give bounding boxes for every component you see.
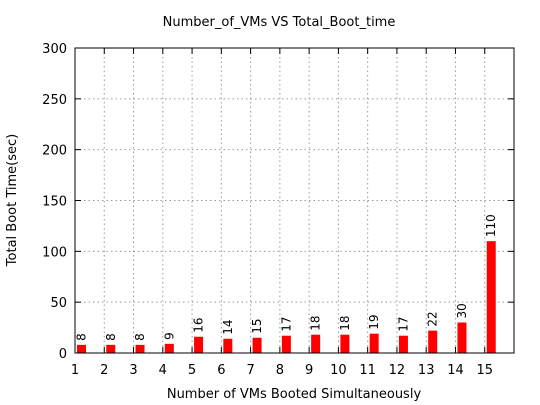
bar-vms-4 (164, 343, 174, 353)
bar-value-label: 18 (309, 315, 323, 330)
bar-value-label: 16 (192, 317, 206, 332)
x-axis-tick-labels: 1 2 3 4 5 6 7 8 9 10 11 12 13 14 15 (71, 363, 493, 378)
y-axis-label: Total Boot Time(sec) (5, 134, 20, 267)
bar-vms-10 (340, 334, 350, 353)
bar-vms-3 (135, 344, 145, 353)
x-tick-label: 2 (100, 363, 108, 378)
bar-value-label: 15 (250, 318, 264, 333)
bar-value-label: 30 (455, 303, 469, 318)
x-tick-label: 7 (246, 363, 254, 378)
chart-title: Number_of_VMs VS Total_Boot_time (163, 15, 396, 30)
bar-value-label: 17 (279, 316, 293, 331)
y-tick-label: 200 (42, 144, 67, 159)
bars (77, 241, 496, 353)
x-tick-label: 4 (159, 363, 167, 378)
bar-vms-1 (77, 344, 86, 353)
bar-vms-12 (398, 335, 408, 353)
bar-vms-11 (369, 333, 379, 353)
y-tick-label: 150 (42, 195, 67, 210)
bar-value-label: 8 (104, 333, 118, 341)
x-axis-label: Number of VMs Booted Simultaneously (167, 387, 422, 402)
grid-lines (75, 48, 514, 353)
x-tick-label: 9 (305, 363, 313, 378)
x-tick-label: 14 (447, 363, 464, 378)
bar-vms-6 (223, 338, 233, 353)
x-tick-label: 5 (188, 363, 196, 378)
bar-value-label: 14 (221, 319, 235, 334)
bar-value-labels: 8 8 8 9 16 14 15 17 18 18 19 17 22 30 110 (75, 214, 499, 341)
bar-vms-5 (194, 336, 204, 353)
x-tick-label: 8 (276, 363, 284, 378)
bar-vms-14 (457, 322, 467, 353)
bar-vms-2 (106, 344, 116, 353)
axis-ticks (74, 47, 515, 354)
bar-value-label: 8 (75, 333, 89, 341)
bar-value-label: 18 (338, 315, 352, 330)
bar-value-label: 22 (426, 311, 440, 326)
y-tick-label: 250 (42, 93, 67, 108)
bar-value-label: 17 (396, 316, 410, 331)
y-tick-label: 300 (42, 42, 67, 57)
bar-value-label: 8 (133, 333, 147, 341)
bar-value-label: 9 (162, 332, 176, 340)
bar-value-label: 110 (484, 214, 498, 237)
x-tick-label: 3 (129, 363, 137, 378)
plot-frame (74, 47, 515, 354)
x-tick-label: 12 (389, 363, 406, 378)
x-tick-label: 11 (359, 363, 376, 378)
y-tick-label: 0 (59, 347, 67, 362)
y-tick-label: 50 (50, 296, 67, 311)
bar-vms-9 (311, 334, 321, 353)
x-tick-label: 13 (418, 363, 435, 378)
bar-vms-7 (252, 337, 262, 353)
bar-value-label: 19 (367, 314, 381, 329)
x-tick-label: 6 (217, 363, 225, 378)
x-tick-label: 1 (71, 363, 79, 378)
y-axis-tick-labels: 0 50 100 150 200 250 300 (42, 42, 67, 362)
x-tick-label: 10 (330, 363, 347, 378)
bar-vms-15 (486, 241, 496, 353)
bar-vms-13 (428, 330, 438, 353)
bar-vms-8 (281, 335, 291, 353)
x-tick-label: 15 (476, 363, 493, 378)
y-tick-label: 100 (42, 245, 67, 260)
